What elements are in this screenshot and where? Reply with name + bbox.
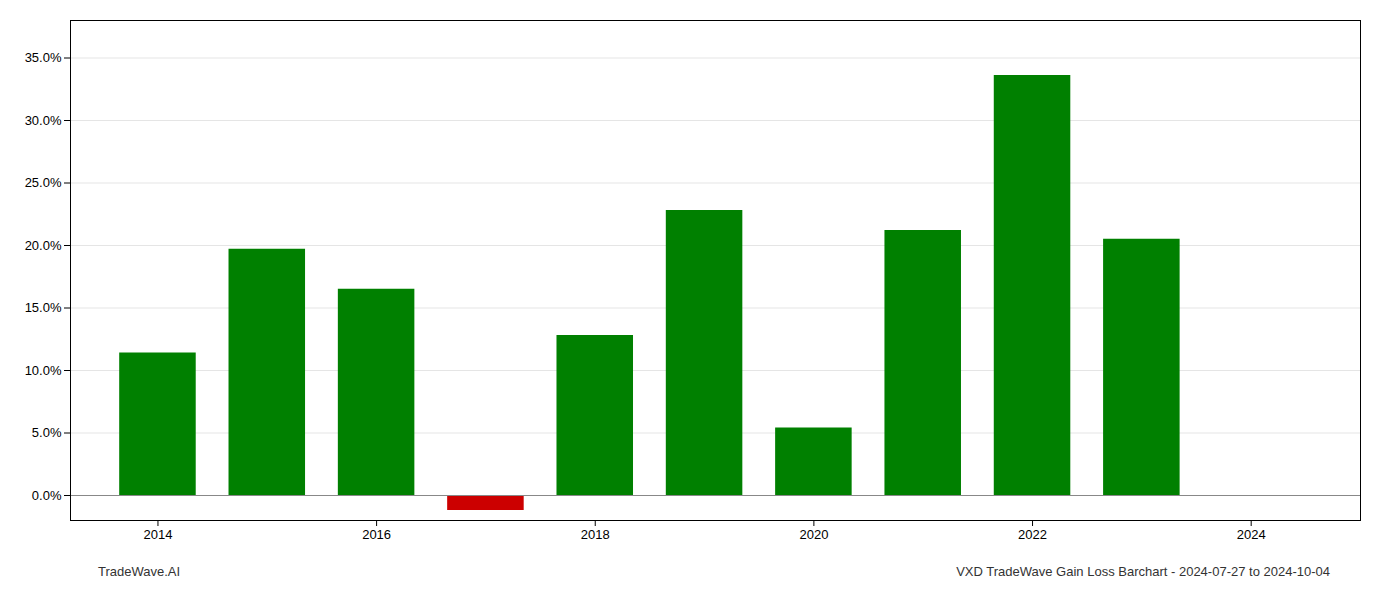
svg-text:2016: 2016 <box>362 527 391 542</box>
svg-text:10.0%: 10.0% <box>25 363 62 378</box>
svg-text:2018: 2018 <box>581 527 610 542</box>
html-text:VXD TradeWave Gain Loss Barcha: VXD TradeWave Gain Loss Barchart - 2024-… <box>956 564 1330 579</box>
svg-text:15.0%: 15.0% <box>25 300 62 315</box>
svg-text:5.0%: 5.0% <box>32 425 62 440</box>
svg-text:0.0%: 0.0% <box>32 488 62 503</box>
svg-text:2014: 2014 <box>143 527 172 542</box>
svg-text:35.0%: 35.0% <box>25 50 62 65</box>
svg-text:2020: 2020 <box>799 527 828 542</box>
svg-text:25.0%: 25.0% <box>25 175 62 190</box>
svg-text:30.0%: 30.0% <box>25 113 62 128</box>
svg-text:2024: 2024 <box>1237 527 1266 542</box>
svg-text:2022: 2022 <box>1018 527 1047 542</box>
svg-text:20.0%: 20.0% <box>25 238 62 253</box>
html-text:TradeWave.AI: TradeWave.AI <box>98 564 181 579</box>
